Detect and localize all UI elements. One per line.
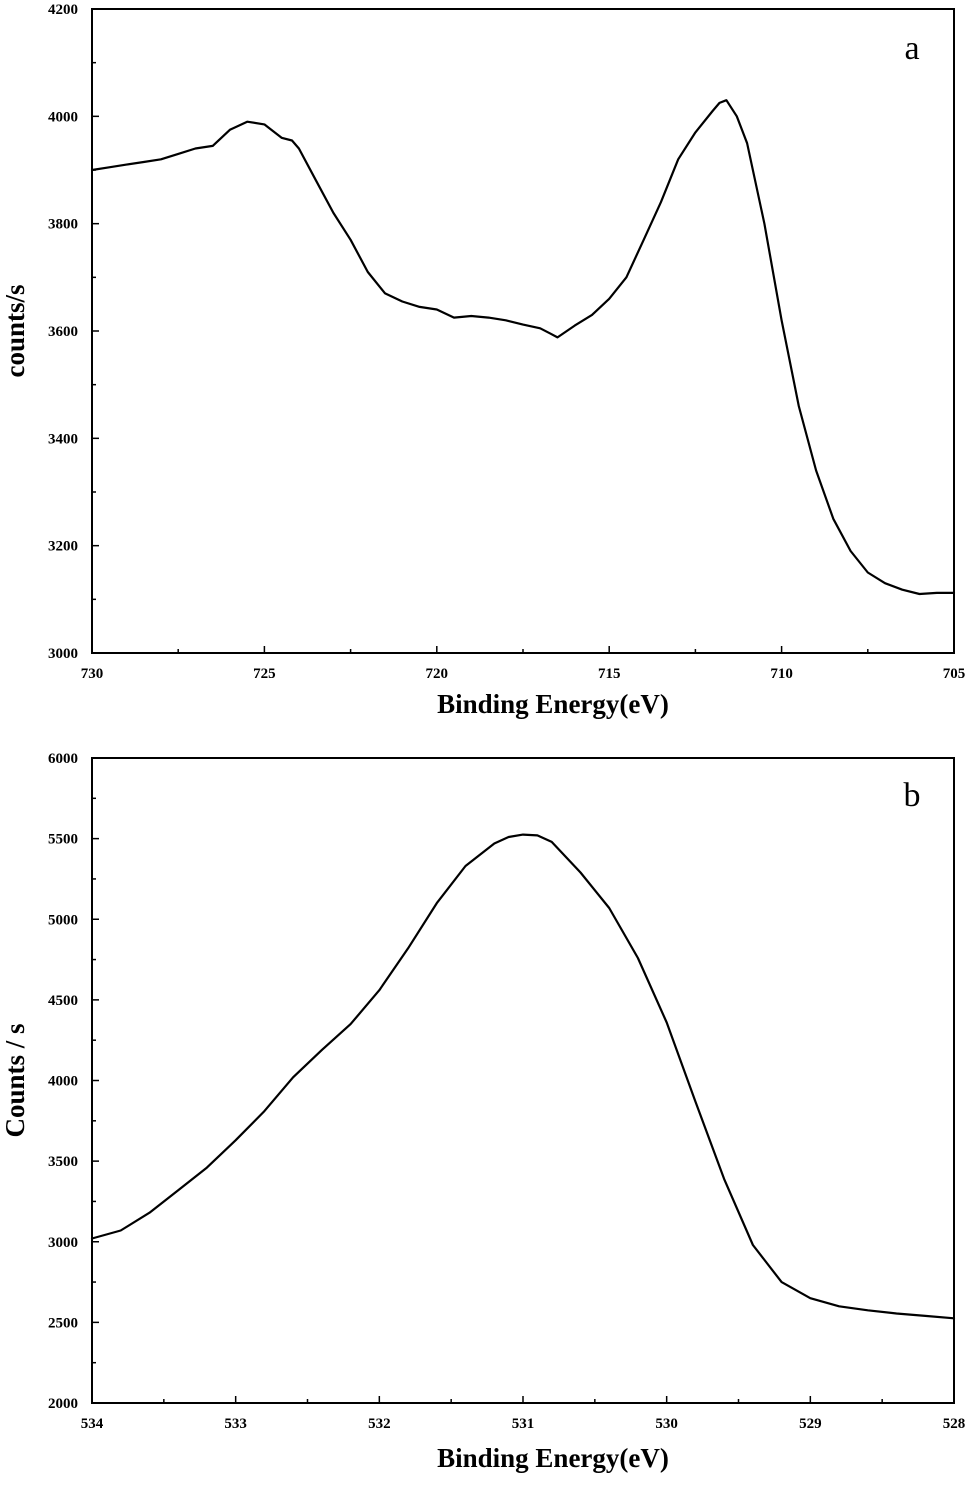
x-tick-label: 533	[224, 1416, 247, 1432]
y-tick-label: 6000	[48, 751, 78, 767]
y-tick-label: 3600	[48, 324, 78, 340]
x-tick-label: 725	[253, 666, 276, 682]
x-tick-label: 715	[598, 666, 621, 682]
y-tick-label: 3500	[48, 1154, 78, 1170]
panel-label: a	[904, 30, 919, 67]
y-tick-label: 2000	[48, 1396, 78, 1412]
y-tick-label: 3800	[48, 217, 78, 233]
y-tick-label: 5500	[48, 832, 78, 848]
y-tick-label: 4200	[48, 2, 78, 18]
x-tick-label: 528	[943, 1416, 966, 1432]
series-line	[90, 833, 956, 1320]
x-tick-label: 705	[943, 666, 966, 682]
y-tick-label: 4000	[48, 109, 78, 125]
chart-panel-a: 730 725 720 715 710 705 3000 3200 3400 3600 3800 40…	[0, 2, 965, 719]
y-axis-title: counts/s	[0, 284, 30, 377]
x-axis-title: Binding Energy(eV)	[437, 689, 669, 719]
series-line	[90, 99, 956, 596]
panel-label: b	[904, 777, 921, 814]
y-tick-label: 4000	[48, 1074, 78, 1090]
y-tick-label: 2500	[48, 1315, 78, 1331]
plot-frame	[91, 757, 955, 1404]
chart-panel-b: 534 533 532 531 530 529 528 2000 2500 3000 3500 400…	[0, 751, 965, 1473]
x-tick-label: 730	[81, 666, 104, 682]
plot-frame	[91, 8, 955, 654]
y-tick-label: 3200	[48, 539, 78, 555]
y-tick-label: 3000	[48, 646, 78, 662]
y-tick-label: 5000	[48, 912, 78, 928]
x-tick-label: 710	[770, 666, 793, 682]
x-tick-label: 530	[655, 1416, 678, 1432]
y-tick-label: 3400	[48, 431, 78, 447]
x-axis-title: Binding Energy(eV)	[437, 1443, 669, 1473]
y-axis-title: Counts / s	[0, 1023, 30, 1137]
y-tick-label: 4500	[48, 993, 78, 1009]
x-tick-label: 531	[512, 1416, 535, 1432]
y-tick-label: 3000	[48, 1235, 78, 1251]
x-tick-label: 534	[81, 1416, 104, 1432]
x-tick-label: 532	[368, 1416, 391, 1432]
x-tick-label: 529	[799, 1416, 822, 1432]
x-tick-label: 720	[426, 666, 449, 682]
